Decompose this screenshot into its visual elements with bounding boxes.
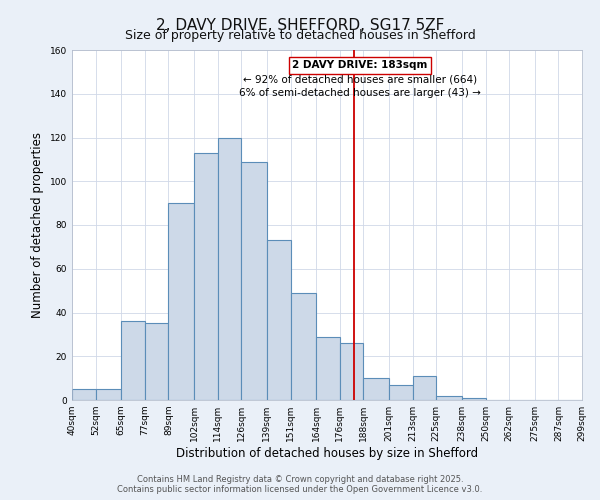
Bar — [436, 396, 462, 400]
Text: ← 92% of detached houses are smaller (664)
6% of semi-detached houses are larger: ← 92% of detached houses are smaller (66… — [239, 60, 481, 98]
Bar — [72, 389, 95, 400]
Text: 2 DAVY DRIVE: 183sqm: 2 DAVY DRIVE: 183sqm — [292, 60, 428, 70]
Text: 2, DAVY DRIVE, SHEFFORD, SG17 5ZF: 2, DAVY DRIVE, SHEFFORD, SG17 5ZF — [156, 18, 444, 32]
Y-axis label: Number of detached properties: Number of detached properties — [31, 132, 44, 318]
Bar — [121, 321, 145, 400]
Bar — [462, 398, 485, 400]
Bar — [267, 240, 290, 400]
Bar — [241, 162, 267, 400]
Bar — [413, 376, 436, 400]
Bar — [340, 343, 364, 400]
Bar — [194, 153, 218, 400]
Text: Contains HM Land Registry data © Crown copyright and database right 2025.
Contai: Contains HM Land Registry data © Crown c… — [118, 474, 482, 494]
Bar — [95, 389, 121, 400]
X-axis label: Distribution of detached houses by size in Shefford: Distribution of detached houses by size … — [176, 447, 478, 460]
Bar — [169, 203, 194, 400]
Bar — [290, 293, 316, 400]
Bar — [145, 324, 169, 400]
Bar — [364, 378, 389, 400]
Text: Size of property relative to detached houses in Shefford: Size of property relative to detached ho… — [125, 29, 475, 42]
Bar — [316, 336, 340, 400]
Bar — [218, 138, 241, 400]
Bar — [389, 384, 413, 400]
